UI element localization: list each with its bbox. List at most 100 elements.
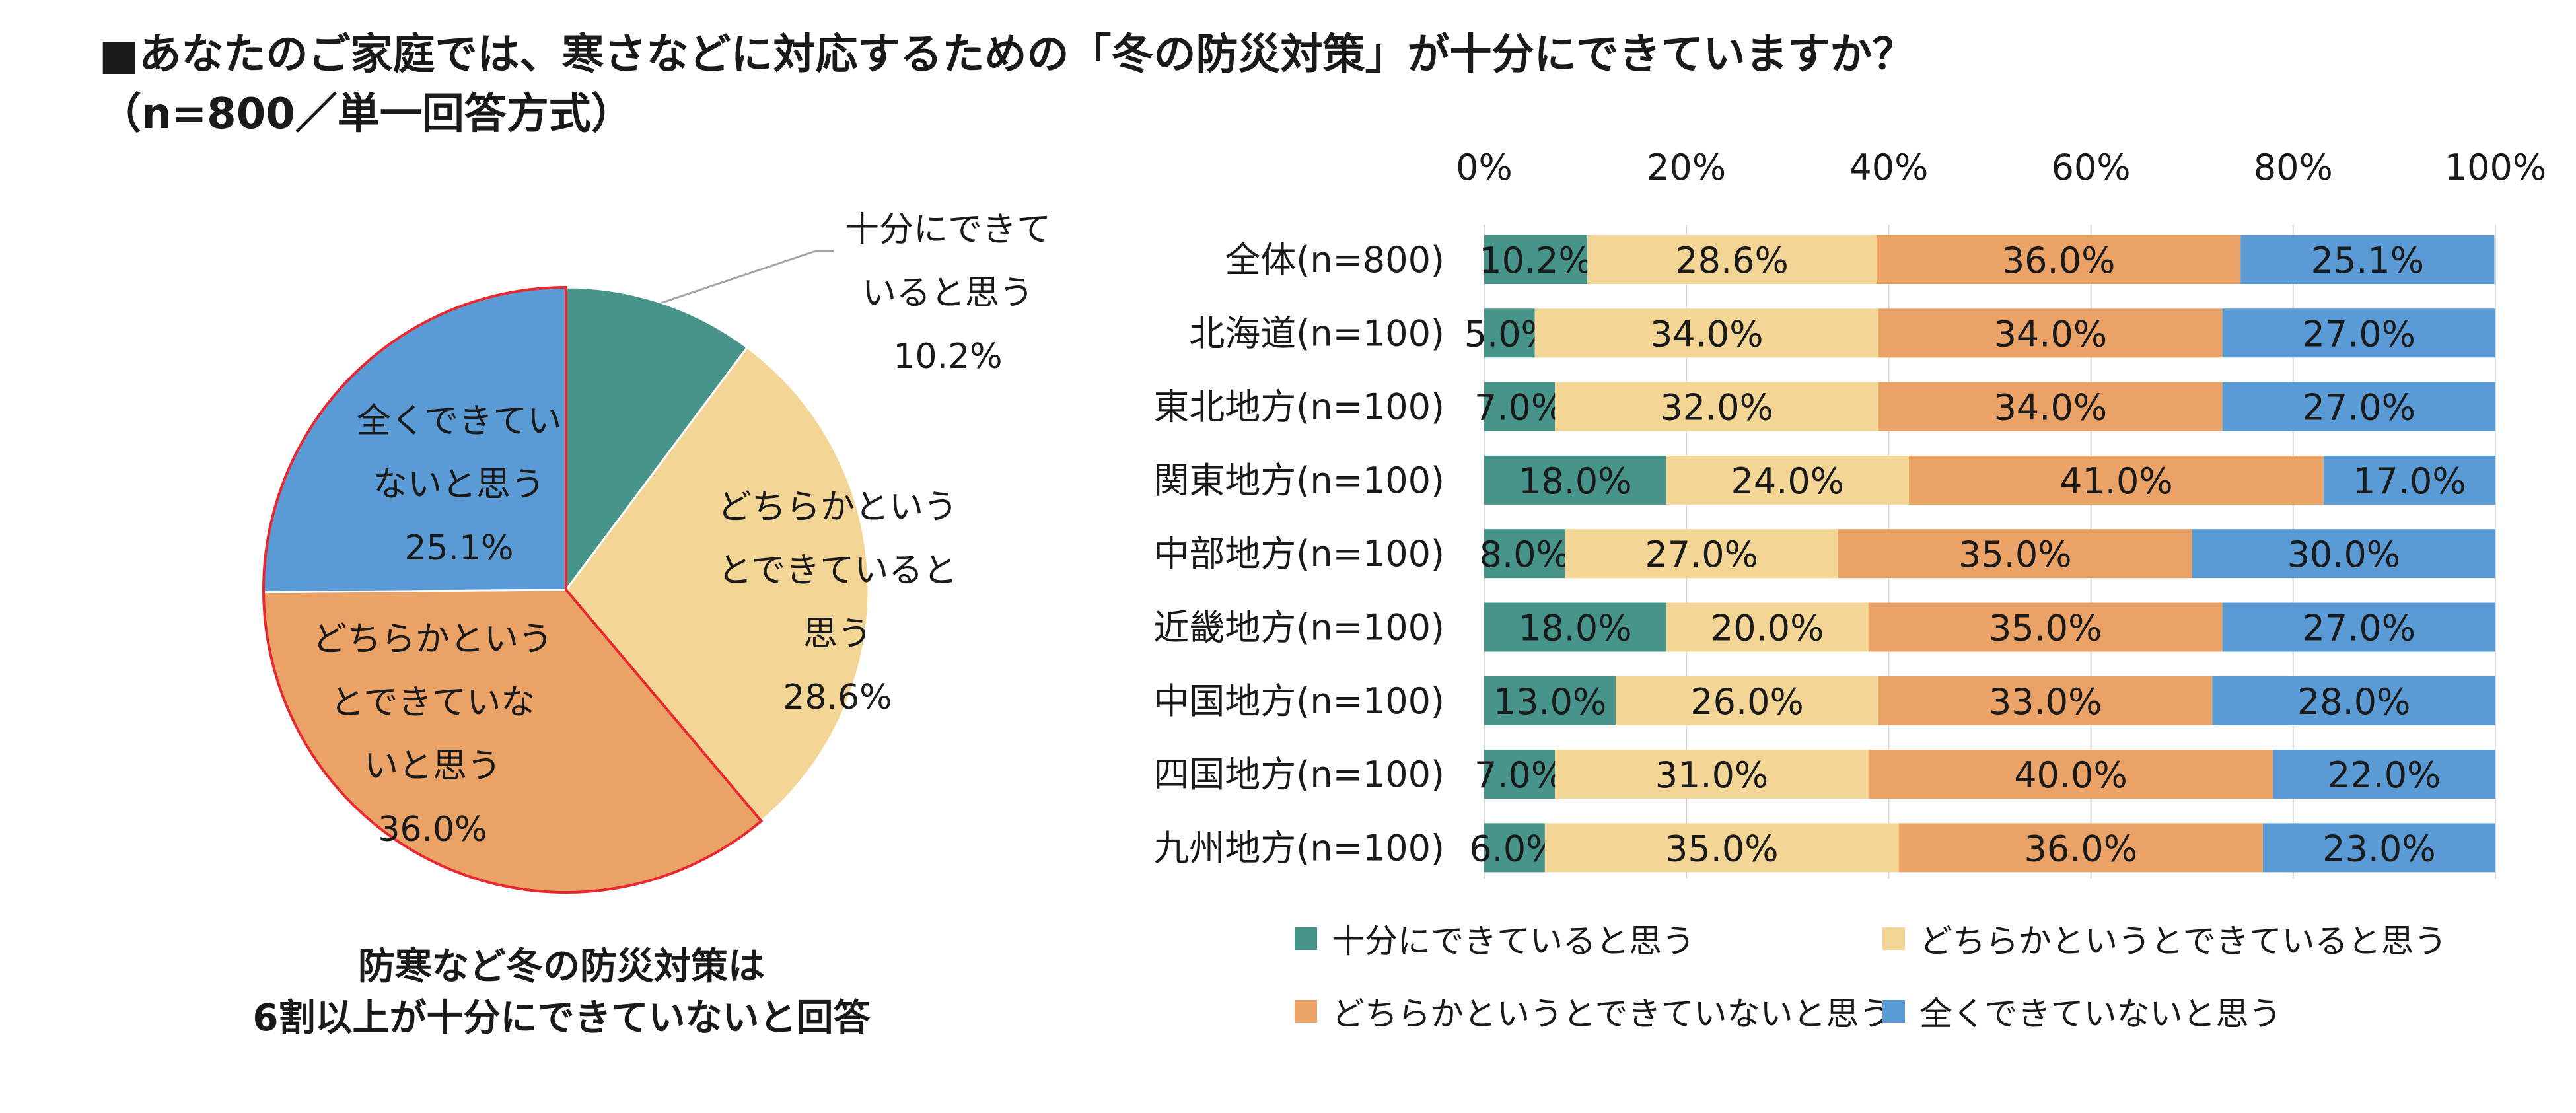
bar-segment-somewhat-sufficient xyxy=(1666,455,1910,505)
x-tick-label: 100% xyxy=(2445,147,2546,188)
pie-label-text: どちらかという xyxy=(717,487,958,527)
bar-data-label: 25.1% xyxy=(2311,240,2425,281)
title-line-1: ■あなたのご家庭では、寒さなどに対応するための「冬の防災対策」が十分にできていま… xyxy=(99,30,1915,79)
legend-label-not-at-all: 全くできていないと思う xyxy=(1919,995,2282,1033)
bar-row: 東北地方(n=100) 7.0% 32.0% 34.0% 27.0% xyxy=(1153,382,2495,431)
legend-label-somewhat-sufficient: どちらかというとできていると思う xyxy=(1919,922,2447,960)
title-line-2: （n=800／単一回答方式） xyxy=(99,90,633,139)
bar-data-label: 7.0% xyxy=(1474,387,1565,429)
legend-item-somewhat-insufficient: どちらかというとできていないと思う xyxy=(1295,987,1892,1035)
pie-label-sufficient: 十分にできていると思う 10.2% xyxy=(845,210,1051,377)
bar-data-label: 36.0% xyxy=(2002,240,2116,281)
bar-segment-sufficient xyxy=(1484,823,1545,873)
bar-row: 近畿地方(n=100) 18.0% 20.0% 35.0% 27.0% xyxy=(1153,602,2495,652)
category-label: 全体(n=800) xyxy=(1225,239,1445,281)
bar-segment-sufficient xyxy=(1484,676,1616,725)
bar-segment-somewhat-sufficient xyxy=(1555,750,1869,799)
bar-segment-not-at-all xyxy=(2222,382,2495,431)
pie-label-somewhat-sufficient: どちらかというとできていると思う 28.6% xyxy=(717,487,958,717)
bar-row: 北海道(n=100) 5.0% 34.0% 34.0% 27.0% xyxy=(1189,308,2495,358)
bar-segment-somewhat-insufficient xyxy=(1838,529,2192,579)
x-tick-label: 40% xyxy=(1849,147,1928,188)
bar-data-label: 20.0% xyxy=(1711,608,1824,649)
bar-data-label: 32.0% xyxy=(1660,387,1773,429)
x-tick-label: 80% xyxy=(2254,147,2333,188)
bar-row: 四国地方(n=100) 7.0% 31.0% 40.0% 22.0% xyxy=(1153,750,2495,799)
pie-label-text: とできていると xyxy=(718,551,957,591)
bar-data-label: 22.0% xyxy=(2328,754,2441,796)
pie-label-value: 25.1% xyxy=(404,528,513,568)
pie-label-value: 36.0% xyxy=(378,810,487,849)
bar-segment-sufficient xyxy=(1484,235,1588,284)
bar-data-label: 27.0% xyxy=(1645,534,1758,575)
caption-line-2: 6割以上が十分にできていないと回答 xyxy=(252,997,871,1040)
category-label: 四国地方(n=100) xyxy=(1153,754,1445,795)
bar-segment-sufficient xyxy=(1484,455,1666,505)
category-label: 中部地方(n=100) xyxy=(1153,533,1445,575)
bar-segment-not-at-all xyxy=(2273,750,2495,799)
bar-data-label: 40.0% xyxy=(2014,754,2128,796)
pie-label-text: とできていな xyxy=(330,683,535,723)
bar-data-label: 28.6% xyxy=(1675,240,1789,281)
bar-segment-somewhat-sufficient xyxy=(1544,823,1899,873)
legend-item-somewhat-sufficient: どちらかというとできていると思う xyxy=(1882,915,2447,962)
bar-data-label: 30.0% xyxy=(2287,534,2401,575)
bar-data-label: 36.0% xyxy=(2024,828,2138,869)
bar-segment-sufficient xyxy=(1484,750,1556,799)
bar-data-label: 35.0% xyxy=(1989,608,2102,649)
bar-segment-not-at-all xyxy=(2262,823,2495,873)
bar-segment-somewhat-sufficient xyxy=(1666,602,1869,652)
bar-segment-sufficient xyxy=(1484,529,1565,579)
bar-segment-not-at-all xyxy=(2222,602,2495,652)
bar-data-label: 26.0% xyxy=(1690,681,1804,723)
bar-data-label: 13.0% xyxy=(1493,681,1607,723)
legend-swatch-not-at-all xyxy=(1882,1000,1905,1023)
pie-label-text: 思う xyxy=(803,614,872,654)
bar-segment-somewhat-insufficient xyxy=(1878,308,2223,358)
bar-data-label: 10.2% xyxy=(1479,240,1592,281)
bar-data-label: 41.0% xyxy=(2059,460,2173,502)
bar-row: 九州地方(n=100) 6.0% 35.0% 36.0% 23.0% xyxy=(1153,823,2495,873)
pie-label-text: ないと思う xyxy=(373,465,545,505)
bar-data-label: 27.0% xyxy=(2303,313,2416,355)
bar-segment-somewhat-insufficient xyxy=(1878,382,2223,431)
bar-segment-not-at-all xyxy=(2222,308,2495,358)
bar-data-label: 35.0% xyxy=(1665,828,1779,869)
bar-data-label: 27.0% xyxy=(2303,387,2416,429)
category-label: 関東地方(n=100) xyxy=(1153,460,1445,501)
legend-label-somewhat-insufficient: どちらかというとできていないと思う xyxy=(1332,995,1892,1033)
pie-label-text: 全くできてい xyxy=(357,402,561,441)
bar-data-label: 8.0% xyxy=(1480,534,1570,575)
bar-segment-not-at-all xyxy=(2240,235,2495,284)
bar-segment-not-at-all xyxy=(2323,455,2495,505)
bar-data-label: 24.0% xyxy=(1731,460,1845,502)
bar-legend: 十分にできていると思う どちらかというとできていると思う どちらかというとできて… xyxy=(1295,915,2484,1060)
pie-label-not-at-all: 全くできていないと思う 25.1% xyxy=(357,402,561,568)
bar-data-label: 34.0% xyxy=(1650,313,1764,355)
pie-label-text: どちらかという xyxy=(312,620,553,659)
bar-data-label: 34.0% xyxy=(1994,313,2108,355)
legend-swatch-somewhat-insufficient xyxy=(1295,1000,1317,1023)
legend-item-sufficient: 十分にできていると思う xyxy=(1295,915,1695,962)
x-tick-label: 20% xyxy=(1647,147,1726,188)
pie-label-text: 十分にできて xyxy=(845,210,1051,250)
bar-segment-sufficient xyxy=(1484,602,1666,652)
bar-data-label: 27.0% xyxy=(2303,608,2416,649)
bar-segment-somewhat-insufficient xyxy=(1868,602,2223,652)
bar-segment-somewhat-sufficient xyxy=(1555,382,1879,431)
bar-row: 関東地方(n=100) 18.0% 24.0% 41.0% 17.0% xyxy=(1153,455,2495,505)
bar-row: 中部地方(n=100) 8.0% 27.0% 35.0% 30.0% xyxy=(1153,529,2495,579)
bar-data-label: 7.0% xyxy=(1474,754,1565,796)
bar-data-label: 31.0% xyxy=(1655,754,1769,796)
bar-segment-somewhat-sufficient xyxy=(1534,308,1879,358)
category-label: 東北地方(n=100) xyxy=(1153,386,1445,428)
pie-slice-somewhat-sufficient xyxy=(565,345,870,823)
bar-segment-somewhat-insufficient xyxy=(1877,235,2241,284)
pie-slice-sufficient xyxy=(565,286,749,593)
x-tick-label: 60% xyxy=(2052,147,2131,188)
bar-data-label: 18.0% xyxy=(1519,460,1632,502)
bar-segment-sufficient xyxy=(1484,382,1556,431)
pie-label-value: 28.6% xyxy=(783,678,892,717)
